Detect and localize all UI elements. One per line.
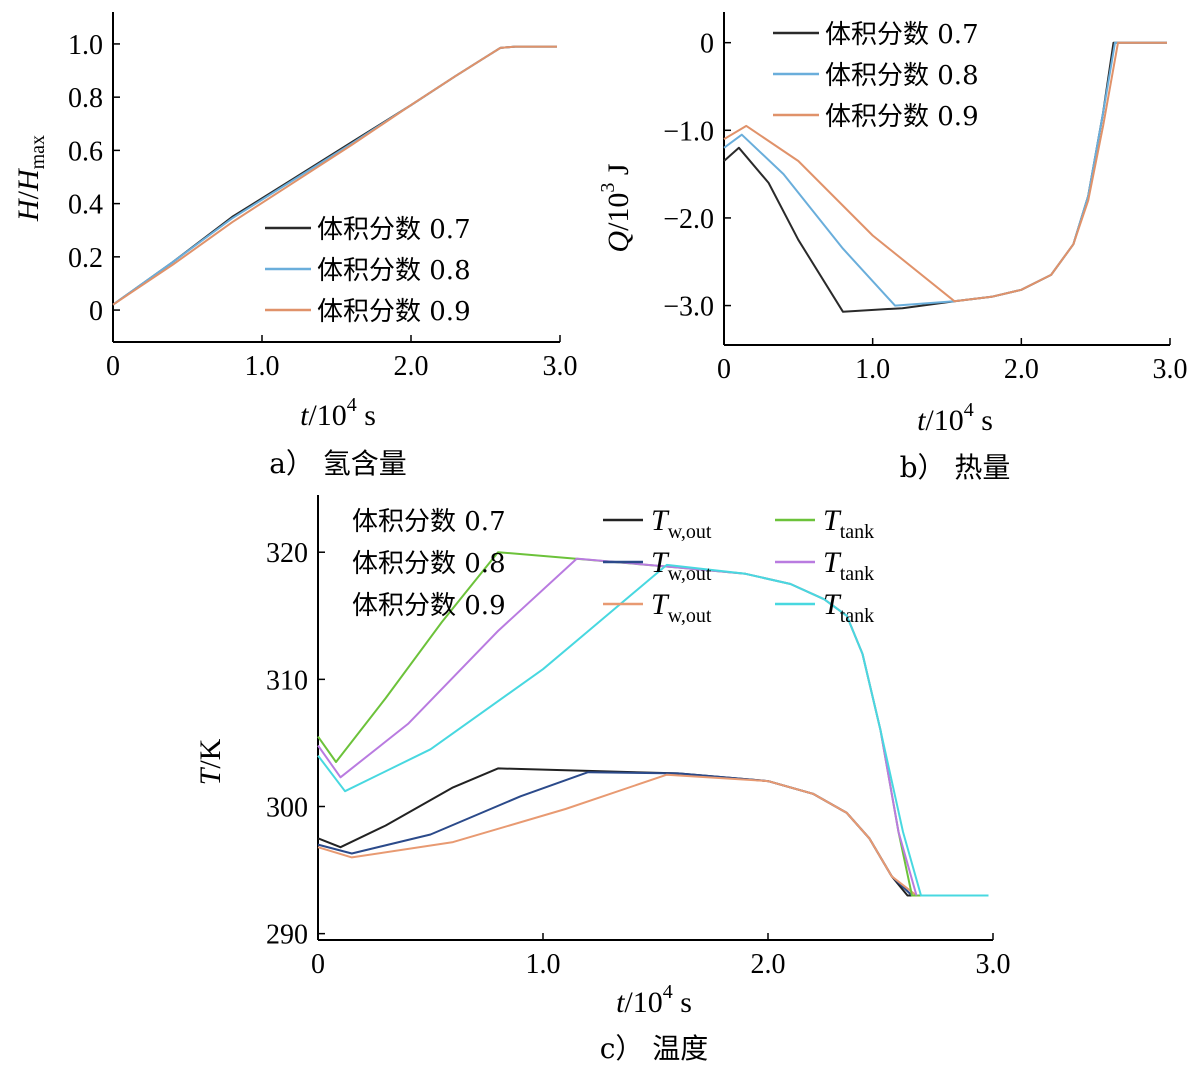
x-axis-label: t/104 s <box>616 981 692 1019</box>
x-tick-label: 3.0 <box>1153 354 1188 385</box>
legend-label: Ttank <box>823 504 874 543</box>
x-tick-label: 2.0 <box>1004 354 1039 385</box>
legend-subscript: w,out <box>668 563 712 585</box>
chart-temperature: 0 1.0 2.0 3.0 290 300 310 320 T/K t/104 s 体积分数 … <box>194 495 1011 1065</box>
legend-group-label: 体积分数 0.9 <box>352 591 506 621</box>
y-tick-label: 0 <box>89 296 103 327</box>
legend-label: Tw,out <box>651 588 712 627</box>
y-axis-label: H/Hmax <box>12 135 49 222</box>
caption: b） 热量 <box>900 451 1011 484</box>
x-tick-label: 1.0 <box>855 354 890 385</box>
legend-group-label: 体积分数 0.7 <box>352 507 506 537</box>
y-axis-label: Q/103 J <box>597 163 635 253</box>
legend-label: 体积分数 0.9 <box>317 297 471 327</box>
legend-symbol: T <box>651 546 670 579</box>
series-line-3 <box>317 773 926 897</box>
legend-subscript: w,out <box>668 605 712 627</box>
y-tick-label: 0.8 <box>68 83 103 114</box>
y-tick-label: −2.0 <box>663 204 714 235</box>
y-tick-label: 1.0 <box>68 30 103 61</box>
x-tick-label: 0 <box>106 351 120 382</box>
caption: a） 氢含量 <box>269 447 407 480</box>
legend-label: 体积分数 0.7 <box>825 20 979 50</box>
legend-label: Tw,out <box>651 546 712 585</box>
y-tick-label: 310 <box>266 665 308 696</box>
legend-group-label: 体积分数 0.8 <box>352 549 506 579</box>
x-tick-label: 3.0 <box>976 949 1011 980</box>
x-tick-label: 2.0 <box>394 351 429 382</box>
chart-heat: 0 1.0 2.0 3.00−1.0−2.0−3.0 Q/103 J t/104 s … <box>597 12 1188 484</box>
y-tick-label: −3.0 <box>663 292 714 323</box>
legend-label: 体积分数 0.8 <box>317 256 471 286</box>
x-tick-label: 1.0 <box>245 351 280 382</box>
x-tick-label: 2.0 <box>751 949 786 980</box>
x-axis-label: t/104 s <box>300 394 376 432</box>
legend-label: Tw,out <box>651 504 712 543</box>
legend-label: Ttank <box>823 546 874 585</box>
legend-label: 体积分数 0.9 <box>825 102 979 132</box>
legend-symbol: T <box>823 546 842 579</box>
y-tick-label: 320 <box>266 538 308 569</box>
legend-label: 体积分数 0.8 <box>825 61 979 91</box>
y-tick-label: 0.4 <box>68 190 103 221</box>
y-tick-label: −1.0 <box>663 116 714 147</box>
legend-subscript: w,out <box>668 521 712 543</box>
legend-label: 体积分数 0.7 <box>317 215 471 245</box>
legend-subscript: tank <box>840 563 874 585</box>
legend-symbol: T <box>651 504 670 537</box>
y-tick-label: 290 <box>266 920 308 951</box>
series-line-6 <box>317 563 989 897</box>
legend-subscript: tank <box>840 605 874 627</box>
legend-label: Ttank <box>823 588 874 627</box>
legend-subscript: tank <box>840 521 874 543</box>
series-line-3 <box>112 45 557 306</box>
x-axis-label: t/104 s <box>917 399 993 437</box>
y-tick-label: 300 <box>266 793 308 824</box>
y-tick-label: 0.2 <box>68 243 103 274</box>
legend: 体积分数 0.7 体积分数 0.8 体积分数 0.9 <box>773 20 979 132</box>
series-line-3 <box>723 41 1167 303</box>
legend-symbol: T <box>823 588 842 621</box>
y-tick-label: 0 <box>700 29 714 60</box>
legend-symbol: T <box>823 504 842 537</box>
legend-symbol: T <box>651 588 670 621</box>
y-axis-label: T/K <box>194 738 227 785</box>
caption: c） 温度 <box>600 1032 709 1065</box>
series-line-1 <box>317 767 915 897</box>
chart-hydrogen-content: 0 1.0 2.0 3.0 0 0.2 0.4 0.6 0.8 1.0 H/Hmax t/104 … <box>12 12 578 480</box>
y-tick-label: 0.6 <box>68 136 103 167</box>
x-tick-label: 3.0 <box>543 351 578 382</box>
legend: 体积分数 0.7 体积分数 0.8 体积分数 0.9 <box>265 215 471 327</box>
x-tick-label: 1.0 <box>526 949 561 980</box>
x-tick-label: 0 <box>717 354 731 385</box>
x-tick-label: 0 <box>311 949 325 980</box>
